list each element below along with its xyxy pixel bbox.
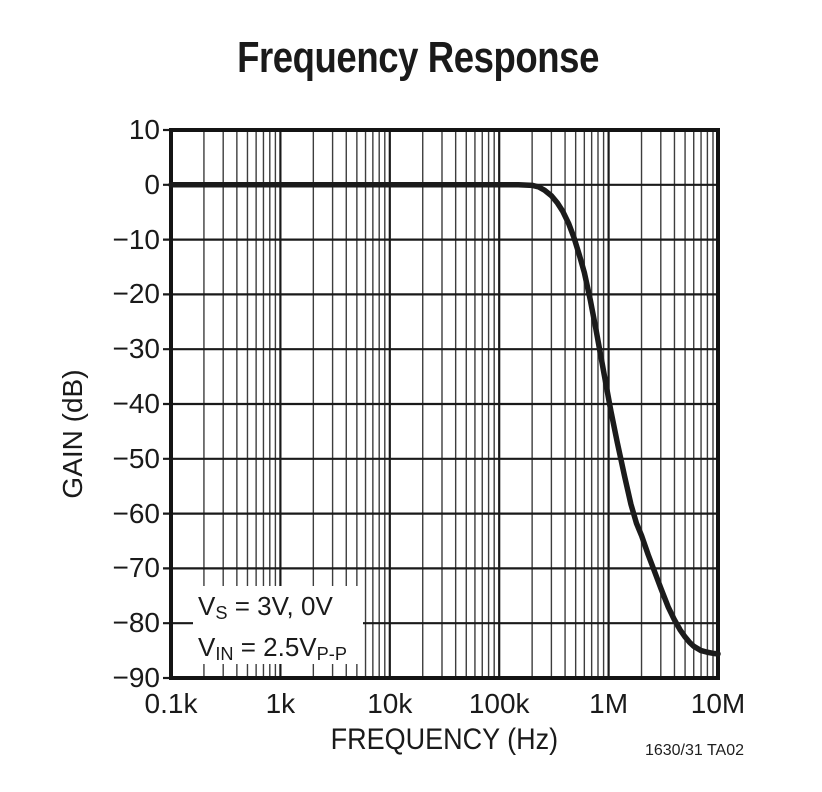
annotation-line-2: VIN = 2.5VP-P: [198, 630, 363, 671]
y-tick-label: −40: [112, 388, 161, 419]
x-tick-label: 10k: [367, 688, 413, 719]
annotation-value: = 3V, 0V: [227, 591, 333, 621]
y-tick-label: 0: [144, 168, 160, 200]
response-curve: [168, 182, 721, 657]
y-tick-label: −50: [112, 442, 161, 474]
x-tick-label: 1k: [265, 688, 296, 719]
x-tick-label: 100k: [468, 688, 530, 719]
y-tick-label: −90: [112, 662, 161, 693]
annotation-value: = 2.5V: [233, 632, 317, 662]
annotation-subscript: P-P: [316, 644, 347, 664]
annotation-symbol: V: [198, 591, 216, 621]
x-tick-label: 1M: [589, 688, 629, 719]
annotation-line-1: VS = 3V, 0V: [198, 589, 363, 630]
y-tick-label: −80: [112, 607, 161, 639]
y-tick-label: 10: [128, 114, 160, 145]
y-tick-label: −70: [112, 552, 161, 584]
y-tick-label: −20: [112, 278, 161, 310]
annotation-box: VS = 3V, 0V VIN = 2.5VP-P: [193, 586, 363, 664]
x-axis-label-row: FREQUENCY (Hz): [171, 723, 718, 757]
y-tick-label: −60: [112, 497, 161, 529]
plot-border: [169, 128, 720, 680]
y-tick-label: −30: [112, 333, 161, 365]
x-axis-label: FREQUENCY (Hz): [330, 723, 559, 756]
plot-area: VS = 3V, 0V VIN = 2.5VP-P: [163, 128, 721, 680]
chart-title-row: Frequency Response: [14, 33, 822, 83]
y-tick-label: −10: [112, 223, 161, 255]
chart-title: Frequency Response: [237, 33, 599, 82]
figure-footnote: 1630/31 TA02: [644, 742, 744, 759]
annotation-subscript: S: [215, 603, 228, 623]
annotation-symbol: V: [198, 632, 216, 662]
annotation-subscript: IN: [215, 644, 234, 664]
x-tick-label: 0.1k: [144, 688, 198, 719]
x-tick-label: 10M: [690, 688, 746, 719]
